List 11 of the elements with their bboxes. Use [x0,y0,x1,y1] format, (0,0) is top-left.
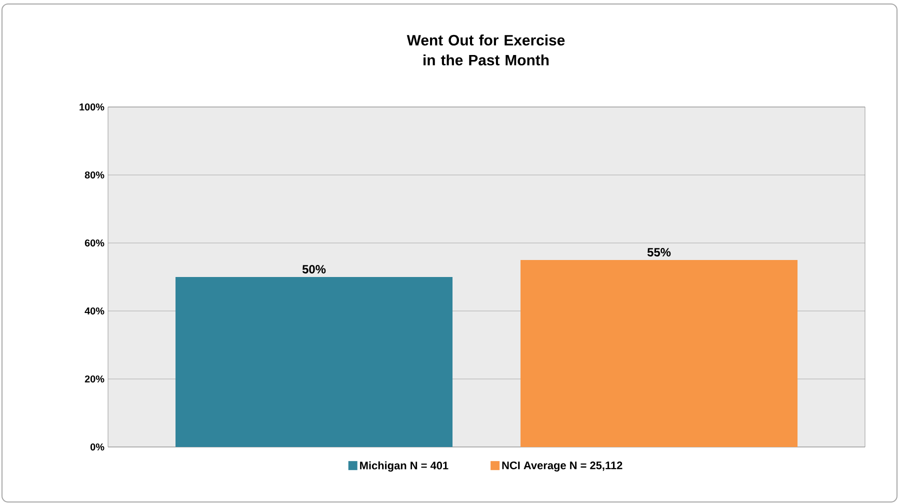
y-tick-label: 100% [80,103,104,111]
y-tick-label: 40% [84,307,104,315]
data-label: 50% [302,265,326,274]
y-tick-label: 80% [84,171,104,179]
data-label: 55% [647,248,671,256]
chart-title: Went Out for Exercise in the Past Month [406,34,565,66]
legend-label: NCI Average N = 25,112 [502,462,622,472]
legend-label: Michigan N = 401 [360,461,448,472]
y-tick-label: 60% [84,239,104,247]
y-tick-label: 20% [84,375,104,383]
y-tick-label: 0% [90,443,104,451]
